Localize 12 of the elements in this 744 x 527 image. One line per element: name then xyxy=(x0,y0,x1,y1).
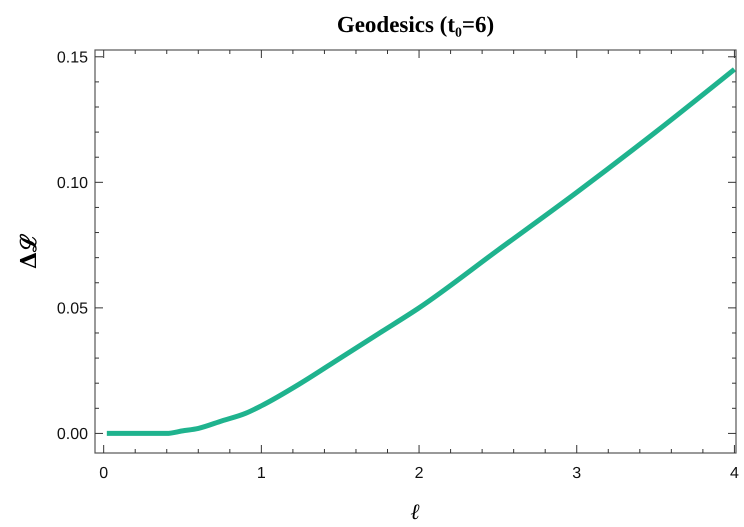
y-tick-label: 0.10 xyxy=(56,174,88,192)
x-tick-label: 1 xyxy=(256,465,266,482)
y-axis-title: Δℒ xyxy=(16,232,42,270)
x-tick-label: 2 xyxy=(414,465,424,482)
x-tick-label: 0 xyxy=(99,465,108,482)
x-tick-label: 4 xyxy=(730,465,739,482)
y-tick-label: 0.00 xyxy=(56,426,88,444)
x-tick-label: 3 xyxy=(572,465,582,482)
y-tick-label: 0.05 xyxy=(56,300,88,318)
y-tick-label: 0.15 xyxy=(56,49,88,66)
x-axis-title: ℓ xyxy=(410,499,420,525)
chart-title: Geodesics (t₀=6) xyxy=(336,12,494,37)
